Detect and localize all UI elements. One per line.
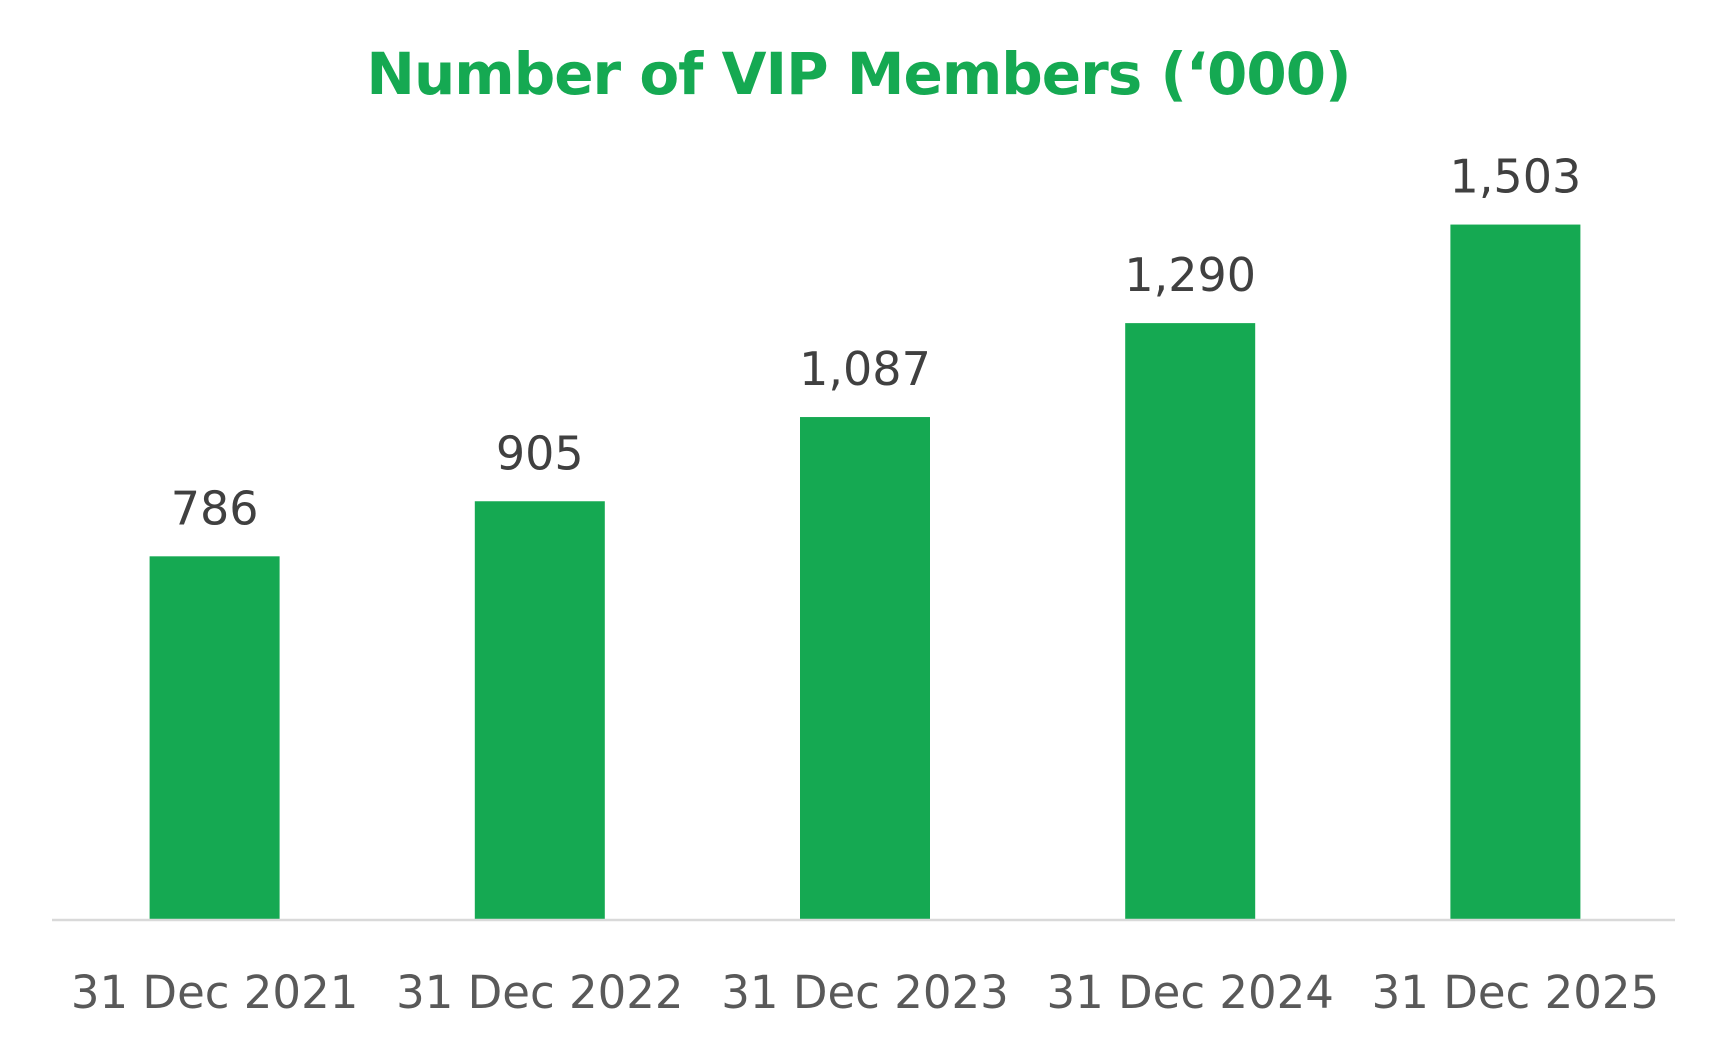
data-label-2: 905 bbox=[496, 426, 584, 480]
data-label-1: 786 bbox=[171, 481, 259, 535]
x-tick-label-5: 31 Dec 2025 bbox=[1372, 966, 1659, 1019]
bar-2 bbox=[474, 501, 605, 920]
bar-4 bbox=[1125, 323, 1256, 920]
x-tick-label-2: 31 Dec 2022 bbox=[396, 966, 683, 1019]
chart-title: Number of VIP Members (‘000) bbox=[366, 40, 1351, 108]
bar-1 bbox=[149, 556, 280, 920]
x-tick-labels-layer: 31 Dec 2021 31 Dec 2022 31 Dec 2023 31 Dec … bbox=[71, 966, 1659, 1019]
x-tick-label-4: 31 Dec 2024 bbox=[1046, 966, 1333, 1019]
x-tick-label-1: 31 Dec 2021 bbox=[71, 966, 358, 1019]
data-label-4: 1,290 bbox=[1124, 248, 1256, 302]
bars-layer bbox=[149, 224, 1581, 921]
data-label-3: 1,087 bbox=[799, 342, 931, 396]
bar-3 bbox=[800, 417, 930, 920]
x-tick-label-3: 31 Dec 2023 bbox=[721, 966, 1008, 1019]
bar-5 bbox=[1450, 224, 1581, 921]
data-labels-layer: 786 905 1,087 1,290 1,503 bbox=[171, 150, 1582, 536]
data-label-5: 1,503 bbox=[1450, 150, 1582, 204]
